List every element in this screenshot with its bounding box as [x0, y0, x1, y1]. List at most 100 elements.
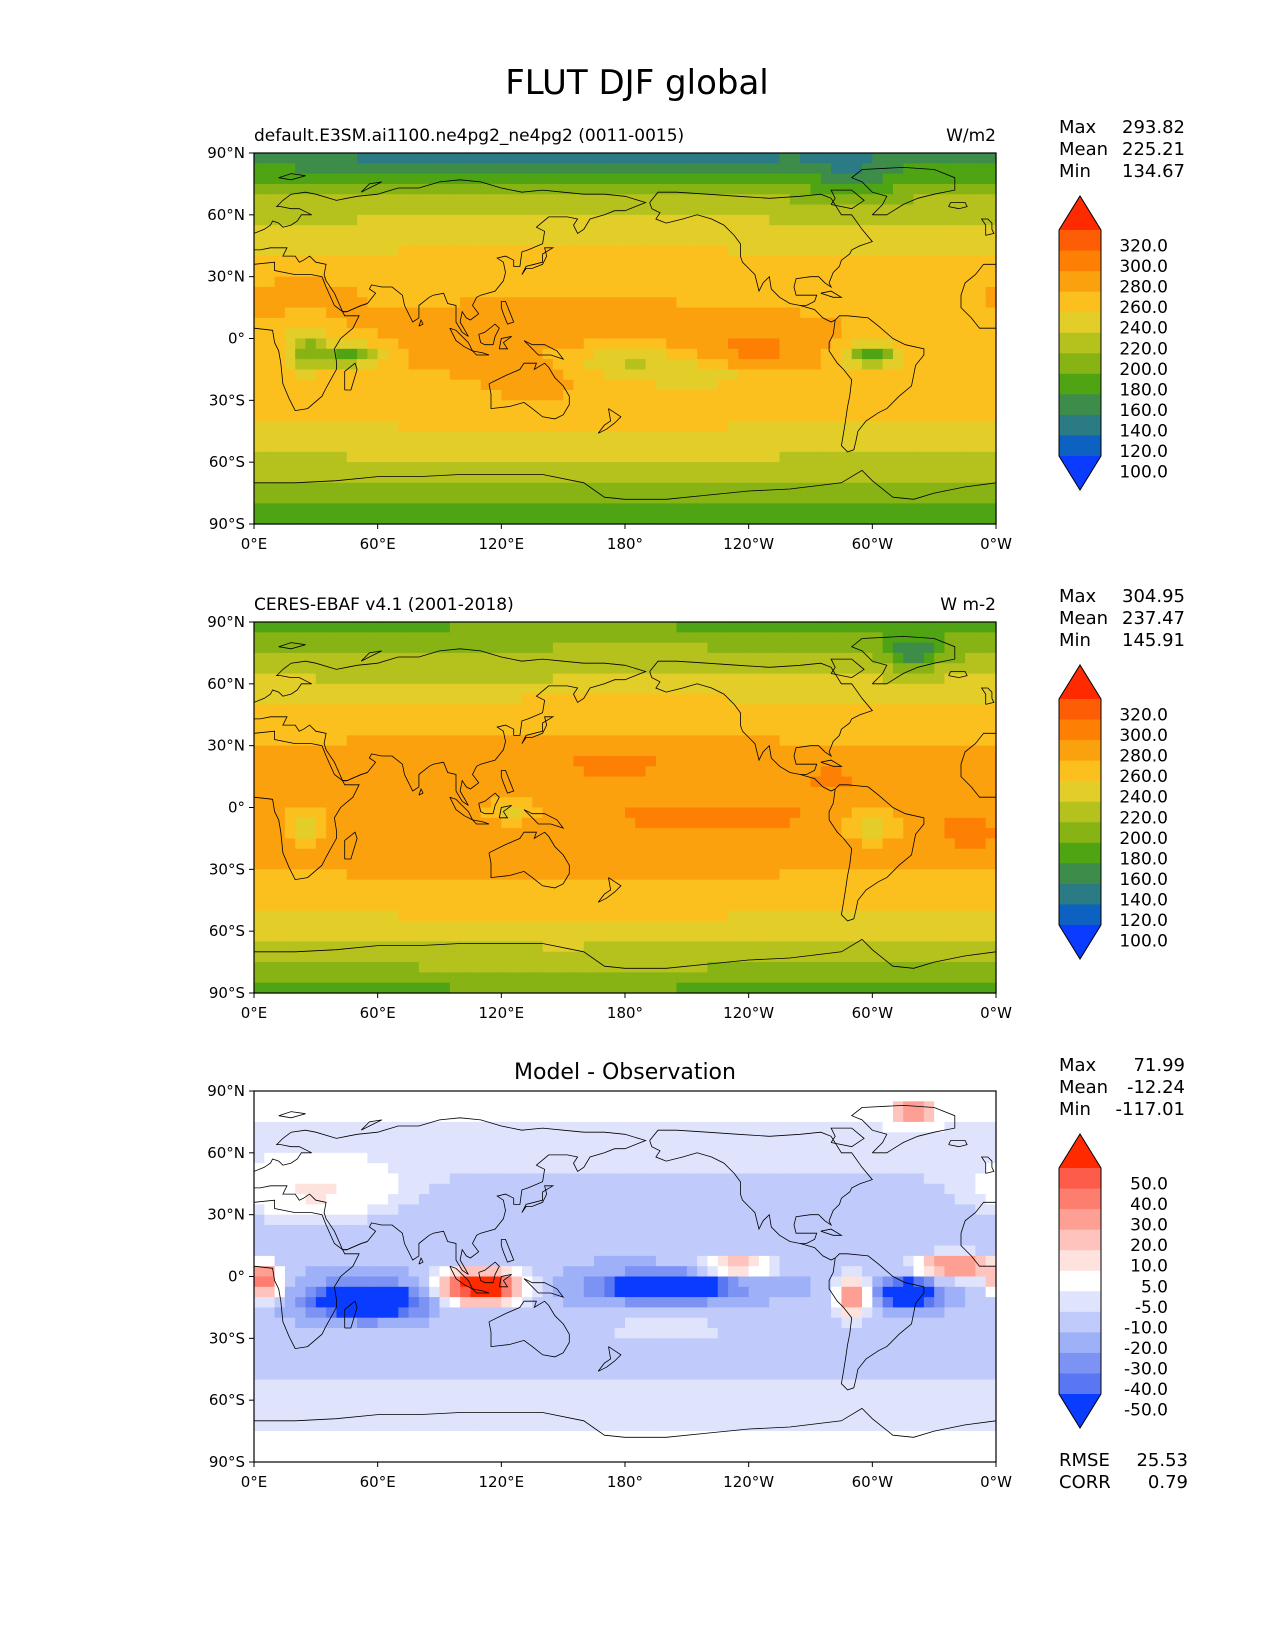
coastline: [500, 300, 515, 325]
x-tick-label: 0°W: [980, 1004, 1012, 1022]
colorbar-label: 120.0: [1119, 911, 1168, 931]
colorbar-segment: [1059, 740, 1101, 762]
colorbar-label: 180.0: [1119, 380, 1168, 400]
colorbar-label: -20.0: [1124, 1339, 1168, 1359]
x-tick-label: 0°W: [980, 1473, 1012, 1491]
colorbar-segment: [1059, 373, 1101, 395]
coastline: [828, 784, 925, 922]
colorbar-label: 160.0: [1119, 401, 1168, 421]
coastline: [360, 1119, 382, 1131]
colorbar-label: 100.0: [1119, 463, 1168, 483]
coastline: [488, 831, 570, 889]
colorbar-label: 140.0: [1119, 890, 1168, 910]
colorbar-segment: [1059, 1373, 1101, 1395]
colorbar-segment: [1059, 883, 1101, 905]
colorbar-segment: [1059, 781, 1101, 803]
colorbar-label: 320.0: [1119, 237, 1168, 257]
coastline: [521, 716, 555, 744]
coastline: [278, 1111, 306, 1119]
colorbar-segment: [1059, 414, 1101, 436]
x-tick-label: 120°W: [723, 535, 774, 553]
coastlines-diff: [253, 1104, 997, 1438]
stat-value: 304.95: [1122, 586, 1185, 607]
y-tick-label: 30°S: [209, 860, 245, 878]
colorbar-segment: [1059, 1291, 1101, 1313]
field-model: [254, 153, 997, 525]
y-tick-label: 60°S: [209, 922, 245, 940]
stat-label: Mean: [1059, 139, 1108, 160]
coastline: [850, 635, 956, 685]
coastline: [472, 350, 490, 356]
coastlines-obs: [253, 635, 997, 969]
coastline: [342, 303, 368, 313]
x-tick-label: 120°E: [479, 1473, 525, 1491]
stat-label: Min: [1059, 1099, 1091, 1120]
colorbar-segment: [1059, 230, 1101, 252]
coastline: [948, 671, 968, 679]
coastline: [960, 1201, 996, 1267]
colorbar-outline: [1058, 195, 1102, 491]
panel-obs: 0°E 60°E 120°E 180° 120°W 60°W 0°W 90°N 60°N 30°N…: [207, 586, 1185, 1022]
stat-label: Mean: [1059, 608, 1108, 629]
colorbar-label: 320.0: [1119, 706, 1168, 726]
colorbar-label: 30.0: [1130, 1216, 1168, 1236]
stat-value: 225.21: [1122, 139, 1185, 160]
colorbar-label: 120.0: [1119, 442, 1168, 462]
coastline: [597, 408, 622, 434]
colorbar-outline: [1058, 664, 1102, 960]
coastline: [472, 819, 490, 825]
coastline: [820, 759, 843, 767]
coastline: [253, 261, 360, 412]
colorbar-label: -5.0: [1135, 1298, 1168, 1318]
coastline: [521, 1185, 555, 1213]
field-diff: [254, 1091, 997, 1463]
x-tick-label: 60°W: [852, 1004, 894, 1022]
stat-label: Max: [1059, 1055, 1097, 1076]
coastline: [488, 1300, 570, 1358]
colorbar-label: 100.0: [1119, 932, 1168, 952]
coastline: [980, 1156, 995, 1174]
colorbar-segment: [1059, 699, 1101, 721]
x-tick-label: 120°W: [723, 1473, 774, 1491]
colorbar-segment: [1059, 1229, 1101, 1251]
stats-obs: Max 304.95 Mean 237.47 Min 145.91: [1059, 586, 1185, 651]
coastline: [418, 787, 424, 796]
coastline: [820, 1228, 843, 1236]
coastline: [948, 1140, 968, 1148]
x-tick-label: 180°: [607, 1473, 643, 1491]
panel-title-left: CERES-EBAF v4.1 (2001-2018): [254, 595, 514, 615]
coastline: [649, 660, 873, 775]
coastline: [342, 772, 368, 782]
coastline: [830, 1127, 865, 1148]
colorbar-segment: [1059, 719, 1101, 741]
coastline: [254, 1407, 997, 1438]
coastline: [850, 166, 956, 216]
metric-value: 25.53: [1136, 1450, 1188, 1471]
colorbar-extend-bottom: [1059, 1394, 1101, 1428]
coastline: [344, 831, 358, 860]
colorbar-segment: [1059, 822, 1101, 844]
colorbar-label: 260.0: [1119, 767, 1168, 787]
y-tick-label: 60°S: [209, 453, 245, 471]
coastline: [948, 202, 968, 210]
coastline: [830, 658, 865, 679]
coastline: [254, 469, 997, 500]
colorbar-label: 160.0: [1119, 870, 1168, 890]
colorbar-segment: [1059, 1209, 1101, 1231]
x-tick-label: 0°E: [241, 1004, 268, 1022]
coastline: [980, 687, 995, 705]
y-tick-label: 60°N: [207, 675, 245, 693]
stat-value: 71.99: [1133, 1055, 1185, 1076]
y-tick-label: 0°: [228, 799, 245, 817]
coastline: [418, 318, 424, 327]
coastline: [342, 1241, 368, 1251]
colorbar-segment: [1059, 250, 1101, 272]
coastline: [254, 938, 997, 969]
y-tick-label: 30°N: [207, 737, 245, 755]
coastline: [360, 181, 382, 193]
x-tick-label: 120°W: [723, 1004, 774, 1022]
stat-label: Min: [1059, 161, 1091, 182]
y-tick-label: 90°S: [209, 984, 245, 1002]
coastline: [472, 1288, 490, 1294]
